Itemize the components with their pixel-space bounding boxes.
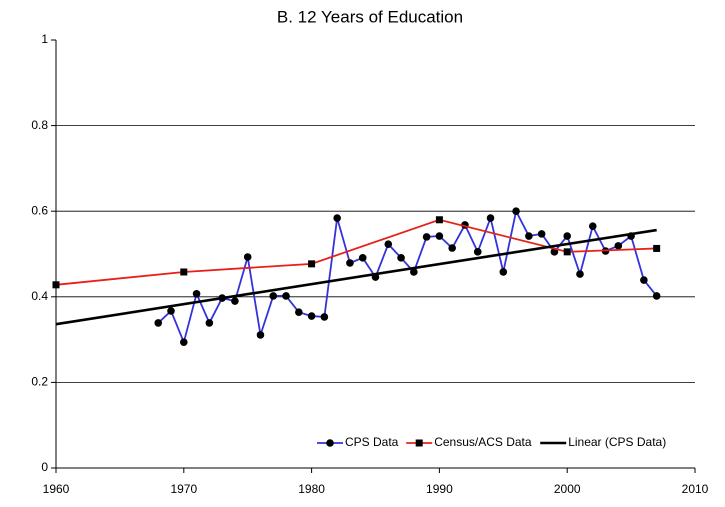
point xyxy=(499,268,508,276)
point xyxy=(180,268,188,276)
point xyxy=(282,292,290,300)
x-tick-label: 1970 xyxy=(170,482,197,496)
legend-label: Census/ACS Data xyxy=(434,435,532,449)
point xyxy=(307,312,316,320)
point xyxy=(422,233,431,241)
y-tick-label: 1 xyxy=(41,32,48,46)
point xyxy=(231,297,239,305)
point xyxy=(320,313,329,321)
point xyxy=(563,232,571,240)
y-tick-label: 0.4 xyxy=(31,289,48,303)
x-tick-label: 2010 xyxy=(682,482,709,496)
x-tick-label: 2000 xyxy=(554,482,581,496)
series-line xyxy=(55,228,657,326)
y-tick-label: 0.8 xyxy=(31,118,48,132)
series-line xyxy=(157,208,658,345)
point xyxy=(154,319,163,327)
x-tick-label: 1990 xyxy=(426,482,453,496)
point xyxy=(435,232,444,240)
legend: CPS Data Census/ACS Data Linear (CPS Data) xyxy=(317,435,666,449)
point xyxy=(333,214,341,222)
y-tick-label: 0.2 xyxy=(31,375,48,389)
point xyxy=(576,270,584,278)
point xyxy=(205,319,214,327)
point xyxy=(384,240,393,248)
point xyxy=(295,308,303,317)
point xyxy=(435,216,443,224)
point xyxy=(652,292,661,300)
point xyxy=(167,307,175,315)
point xyxy=(537,230,546,238)
point xyxy=(192,290,201,298)
point xyxy=(486,214,495,222)
legend-label: CPS Data xyxy=(345,435,399,449)
point xyxy=(473,248,482,256)
point xyxy=(448,244,456,252)
legend-marker xyxy=(326,439,334,447)
legend-label: Linear (CPS Data) xyxy=(568,435,666,449)
point xyxy=(614,242,623,250)
x-tick-label: 1980 xyxy=(298,482,325,496)
point xyxy=(243,253,252,261)
point xyxy=(256,331,265,339)
legend-marker xyxy=(415,439,423,447)
point xyxy=(358,254,367,262)
chart-title: B. 12 Years of Education xyxy=(277,7,463,26)
y-tick-label: 0.6 xyxy=(31,203,48,217)
point xyxy=(269,292,278,300)
point xyxy=(640,276,648,284)
point xyxy=(525,232,533,240)
point xyxy=(410,268,418,276)
point xyxy=(397,254,405,262)
y-tick-label: 0 xyxy=(41,460,48,474)
x-tick-label: 1960 xyxy=(43,482,70,496)
point xyxy=(563,248,571,256)
point xyxy=(653,244,661,252)
point xyxy=(512,207,520,215)
point xyxy=(52,281,60,289)
point xyxy=(308,260,316,268)
point xyxy=(588,222,597,230)
series-line xyxy=(55,218,657,286)
point xyxy=(180,338,188,346)
point xyxy=(346,259,354,267)
